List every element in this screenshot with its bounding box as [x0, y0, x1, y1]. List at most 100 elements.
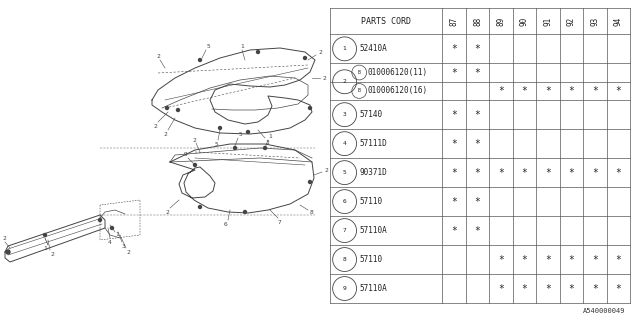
Text: 8: 8 [343, 257, 346, 262]
Text: *: * [475, 168, 481, 178]
Text: 5: 5 [214, 141, 218, 147]
Text: 2: 2 [192, 138, 196, 142]
Text: *: * [475, 44, 481, 54]
Text: 7: 7 [278, 220, 282, 225]
Text: B: B [358, 88, 361, 93]
Text: *: * [615, 284, 621, 293]
Text: 90: 90 [520, 17, 529, 26]
Text: 8: 8 [310, 211, 314, 215]
Text: *: * [498, 168, 504, 178]
Text: *: * [522, 284, 527, 293]
Circle shape [234, 147, 237, 149]
Text: 5: 5 [238, 132, 242, 138]
Circle shape [99, 219, 102, 221]
Text: *: * [498, 86, 504, 96]
Text: 87: 87 [450, 17, 459, 26]
Text: *: * [545, 168, 551, 178]
Circle shape [303, 57, 307, 60]
Text: *: * [568, 86, 574, 96]
Text: *: * [451, 196, 457, 207]
Text: 52410A: 52410A [359, 44, 387, 53]
Text: 90371D: 90371D [359, 168, 387, 177]
Text: 57110A: 57110A [359, 284, 387, 293]
Text: 010006120(11): 010006120(11) [367, 68, 428, 77]
Text: *: * [475, 196, 481, 207]
Circle shape [218, 126, 221, 130]
Text: 2: 2 [322, 76, 326, 81]
Text: *: * [475, 68, 481, 77]
Text: 4: 4 [343, 141, 346, 146]
Text: 1: 1 [268, 134, 272, 140]
Text: A540000049: A540000049 [582, 308, 625, 314]
Text: PARTS CORD: PARTS CORD [361, 17, 411, 26]
Text: 2: 2 [156, 54, 160, 60]
Text: 57110A: 57110A [359, 226, 387, 235]
Text: *: * [498, 284, 504, 293]
Text: 91: 91 [543, 17, 552, 26]
Text: 2: 2 [343, 79, 346, 84]
Text: *: * [451, 226, 457, 236]
Text: 2: 2 [318, 51, 322, 55]
Circle shape [6, 250, 10, 254]
Text: 1: 1 [43, 245, 47, 251]
Text: *: * [522, 254, 527, 265]
Text: *: * [568, 284, 574, 293]
Text: *: * [498, 254, 504, 265]
Circle shape [111, 227, 113, 229]
Circle shape [198, 205, 202, 209]
Text: *: * [615, 86, 621, 96]
Text: *: * [451, 68, 457, 77]
Text: 57111D: 57111D [359, 139, 387, 148]
Text: 3: 3 [343, 112, 346, 117]
Text: 5: 5 [343, 170, 346, 175]
Text: 2: 2 [165, 210, 169, 214]
Text: 57140: 57140 [359, 110, 382, 119]
Text: 1: 1 [115, 233, 119, 237]
Text: *: * [545, 254, 551, 265]
Text: *: * [615, 168, 621, 178]
Text: *: * [615, 254, 621, 265]
Text: *: * [451, 44, 457, 54]
Text: *: * [475, 139, 481, 149]
Text: 2: 2 [2, 236, 6, 241]
Text: *: * [592, 86, 598, 96]
Text: *: * [451, 168, 457, 178]
Text: *: * [522, 86, 527, 96]
Text: *: * [475, 110, 481, 120]
Text: 2: 2 [324, 167, 328, 172]
Circle shape [193, 164, 196, 166]
Text: 57110: 57110 [359, 255, 382, 264]
Circle shape [308, 180, 312, 183]
Text: 92: 92 [567, 17, 576, 26]
Circle shape [44, 234, 47, 236]
Text: *: * [475, 226, 481, 236]
Text: *: * [545, 284, 551, 293]
Text: 57110: 57110 [359, 197, 382, 206]
Text: 2: 2 [126, 250, 130, 254]
Circle shape [198, 59, 202, 61]
Text: 5: 5 [206, 44, 210, 49]
Text: 6: 6 [224, 221, 228, 227]
Circle shape [166, 107, 168, 109]
Circle shape [243, 211, 246, 213]
Text: *: * [545, 86, 551, 96]
Text: *: * [592, 254, 598, 265]
Text: 7: 7 [343, 228, 346, 233]
Text: *: * [592, 168, 598, 178]
Text: 2: 2 [153, 124, 157, 129]
Text: 6: 6 [343, 199, 346, 204]
Text: *: * [568, 168, 574, 178]
Text: 89: 89 [497, 17, 506, 26]
Circle shape [264, 147, 266, 149]
Text: 9: 9 [343, 286, 346, 291]
Text: 1: 1 [240, 44, 244, 49]
Text: 9: 9 [184, 153, 188, 157]
Text: B: B [358, 70, 361, 75]
Text: 1: 1 [343, 46, 346, 51]
Circle shape [177, 108, 179, 111]
Text: 93: 93 [590, 17, 599, 26]
Text: *: * [451, 139, 457, 149]
Text: *: * [592, 284, 598, 293]
Text: *: * [451, 110, 457, 120]
Circle shape [308, 107, 312, 109]
